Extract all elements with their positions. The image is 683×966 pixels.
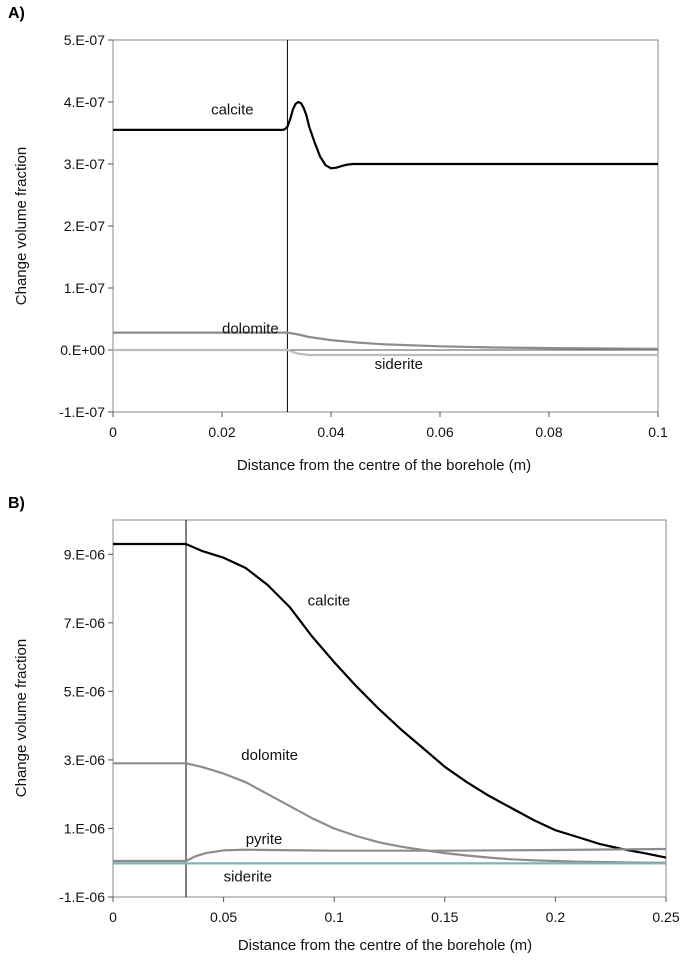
panel-a: A) Change volume fraction Distance from …: [8, 5, 668, 474]
series-label-calcite: calcite: [211, 101, 254, 118]
panel-b-y-ticks: 9.E-06 7.E-06 5.E-06 3.E-06 1.E-06 -1.E-06: [59, 546, 113, 905]
y-tick-label: -1.E-06: [59, 889, 105, 905]
panel-b-x-ticks: 0 0.05 0.1 0.15 0.2 0.25: [109, 897, 680, 925]
series-label-siderite: siderite: [224, 869, 272, 886]
y-tick-label: 1.E-07: [64, 280, 105, 296]
x-tick-label: 0: [109, 424, 117, 440]
panel-a-y-ticks: 5.E-07 4.E-07 3.E-07 2.E-07 1.E-07 0.E+00 -1.E…: [59, 32, 113, 420]
panel-b-label: B): [8, 495, 25, 512]
y-tick-label: 5.E-07: [64, 32, 105, 48]
x-tick-label: 0.15: [431, 909, 458, 925]
series-line-pyrite: [113, 847, 667, 863]
x-tick-label: 0.1: [324, 909, 344, 925]
series-line-dolomite: [113, 762, 666, 864]
series-line-calcite: [113, 542, 667, 859]
y-tick-label: 2.E-07: [64, 218, 105, 234]
series-label-siderite: siderite: [375, 356, 423, 373]
panel-b-series: [113, 542, 667, 865]
series-label-pyrite: pyrite: [246, 831, 283, 848]
panel-b-plot-area: [112, 519, 667, 898]
panel-b-x-axis-title: Distance from the centre of the borehole…: [238, 937, 532, 954]
y-tick-label: 1.E-06: [64, 820, 105, 836]
panel-a-series: [113, 100, 659, 357]
y-tick-label: -1.E-07: [59, 404, 105, 420]
x-tick-label: 0.02: [208, 424, 235, 440]
y-tick-label: 4.E-07: [64, 94, 105, 110]
y-tick-label: 0.E+00: [60, 342, 105, 358]
x-tick-label: 0.1: [648, 424, 668, 440]
y-tick-label: 7.E-06: [64, 615, 105, 631]
x-tick-label: 0: [109, 909, 117, 925]
panel-a-label: A): [8, 5, 25, 22]
x-tick-label: 0.04: [317, 424, 344, 440]
panel-b-y-axis-title: Change volume fraction: [13, 639, 30, 797]
x-tick-label: 0.2: [546, 909, 566, 925]
panel-a-y-axis-title: Change volume fraction: [13, 147, 30, 305]
series-label-dolomite: dolomite: [241, 747, 298, 764]
y-tick-label: 3.E-07: [64, 156, 105, 172]
series-line-calcite: [113, 100, 658, 170]
panel-a-series-labels: calcite dolomite siderite: [211, 101, 423, 373]
panel-a-x-ticks: 0 0.02 0.04 0.06 0.08 0.1: [109, 412, 668, 440]
y-tick-label: 5.E-06: [64, 683, 105, 699]
x-tick-label: 0.05: [210, 909, 237, 925]
y-tick-label: 9.E-06: [64, 546, 105, 562]
series-label-dolomite: dolomite: [222, 320, 279, 337]
x-tick-label: 0.25: [652, 909, 679, 925]
series-line-siderite: [113, 348, 658, 357]
x-tick-label: 0.06: [426, 424, 453, 440]
panel-b-series-labels: calcite dolomite pyrite siderite: [224, 593, 351, 886]
x-tick-label: 0.08: [535, 424, 562, 440]
y-tick-label: 3.E-06: [64, 752, 105, 768]
panel-b: B) Change volume fraction Distance from …: [8, 495, 680, 954]
panel-a-x-axis-title: Distance from the centre of the borehole…: [237, 457, 531, 474]
series-label-calcite: calcite: [308, 593, 351, 610]
series-line-dolomite: [113, 331, 659, 350]
